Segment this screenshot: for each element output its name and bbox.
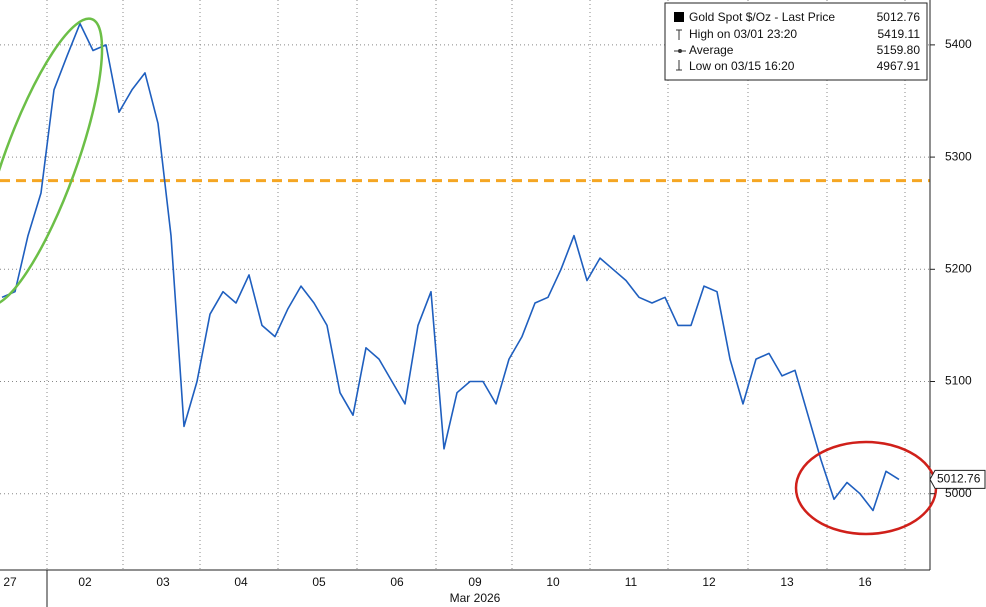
y-tick-label: 5400 xyxy=(945,37,972,51)
last-price-tag xyxy=(929,469,986,489)
legend-icon xyxy=(676,29,682,40)
legend-value: 5159.80 xyxy=(877,43,921,57)
x-tick-label: 11 xyxy=(625,575,638,589)
x-tick-label: 02 xyxy=(78,575,92,589)
y-tick-label: 5000 xyxy=(945,486,972,500)
y-tick-label: 5200 xyxy=(945,261,972,275)
x-tick-label: 27 xyxy=(3,575,17,589)
plot xyxy=(0,22,930,512)
x-tick-label: 13 xyxy=(780,575,794,589)
legend-label: Gold Spot $/Oz - Last Price xyxy=(689,10,835,24)
x-tick-label: 06 xyxy=(390,575,404,589)
last-price-label: 5012.76 xyxy=(937,472,981,486)
legend-swatch xyxy=(674,12,684,22)
y-tick-label: 5300 xyxy=(945,149,972,163)
legend-value: 4967.91 xyxy=(877,59,921,73)
legend-value: 5012.76 xyxy=(877,10,921,24)
legend-value: 5419.11 xyxy=(878,27,921,41)
legend-icon xyxy=(676,60,682,71)
x-tick-label: 16 xyxy=(858,575,872,589)
x-tick-label: 12 xyxy=(702,575,716,589)
x-axis-label: Mar 2026 xyxy=(450,591,501,605)
series-line xyxy=(1,22,900,512)
x-tick-label: 10 xyxy=(546,575,560,589)
legend-label: Average xyxy=(689,43,734,57)
legend: Gold Spot $/Oz - Last Price 5012.76 High… xyxy=(664,2,928,81)
y-tick-label: 5100 xyxy=(945,374,972,388)
x-tick-label: 03 xyxy=(156,575,170,589)
legend-label: High on 03/01 23:20 xyxy=(689,27,797,41)
x-tick-label: 04 xyxy=(234,575,248,589)
legend-box xyxy=(664,2,928,81)
grid xyxy=(0,0,930,570)
x-tick-label: 09 xyxy=(468,575,482,589)
highlight-ellipse xyxy=(0,17,104,307)
legend-icon xyxy=(678,49,682,53)
legend-label: Low on 03/15 16:20 xyxy=(689,59,795,73)
x-tick-label: 05 xyxy=(312,575,326,589)
